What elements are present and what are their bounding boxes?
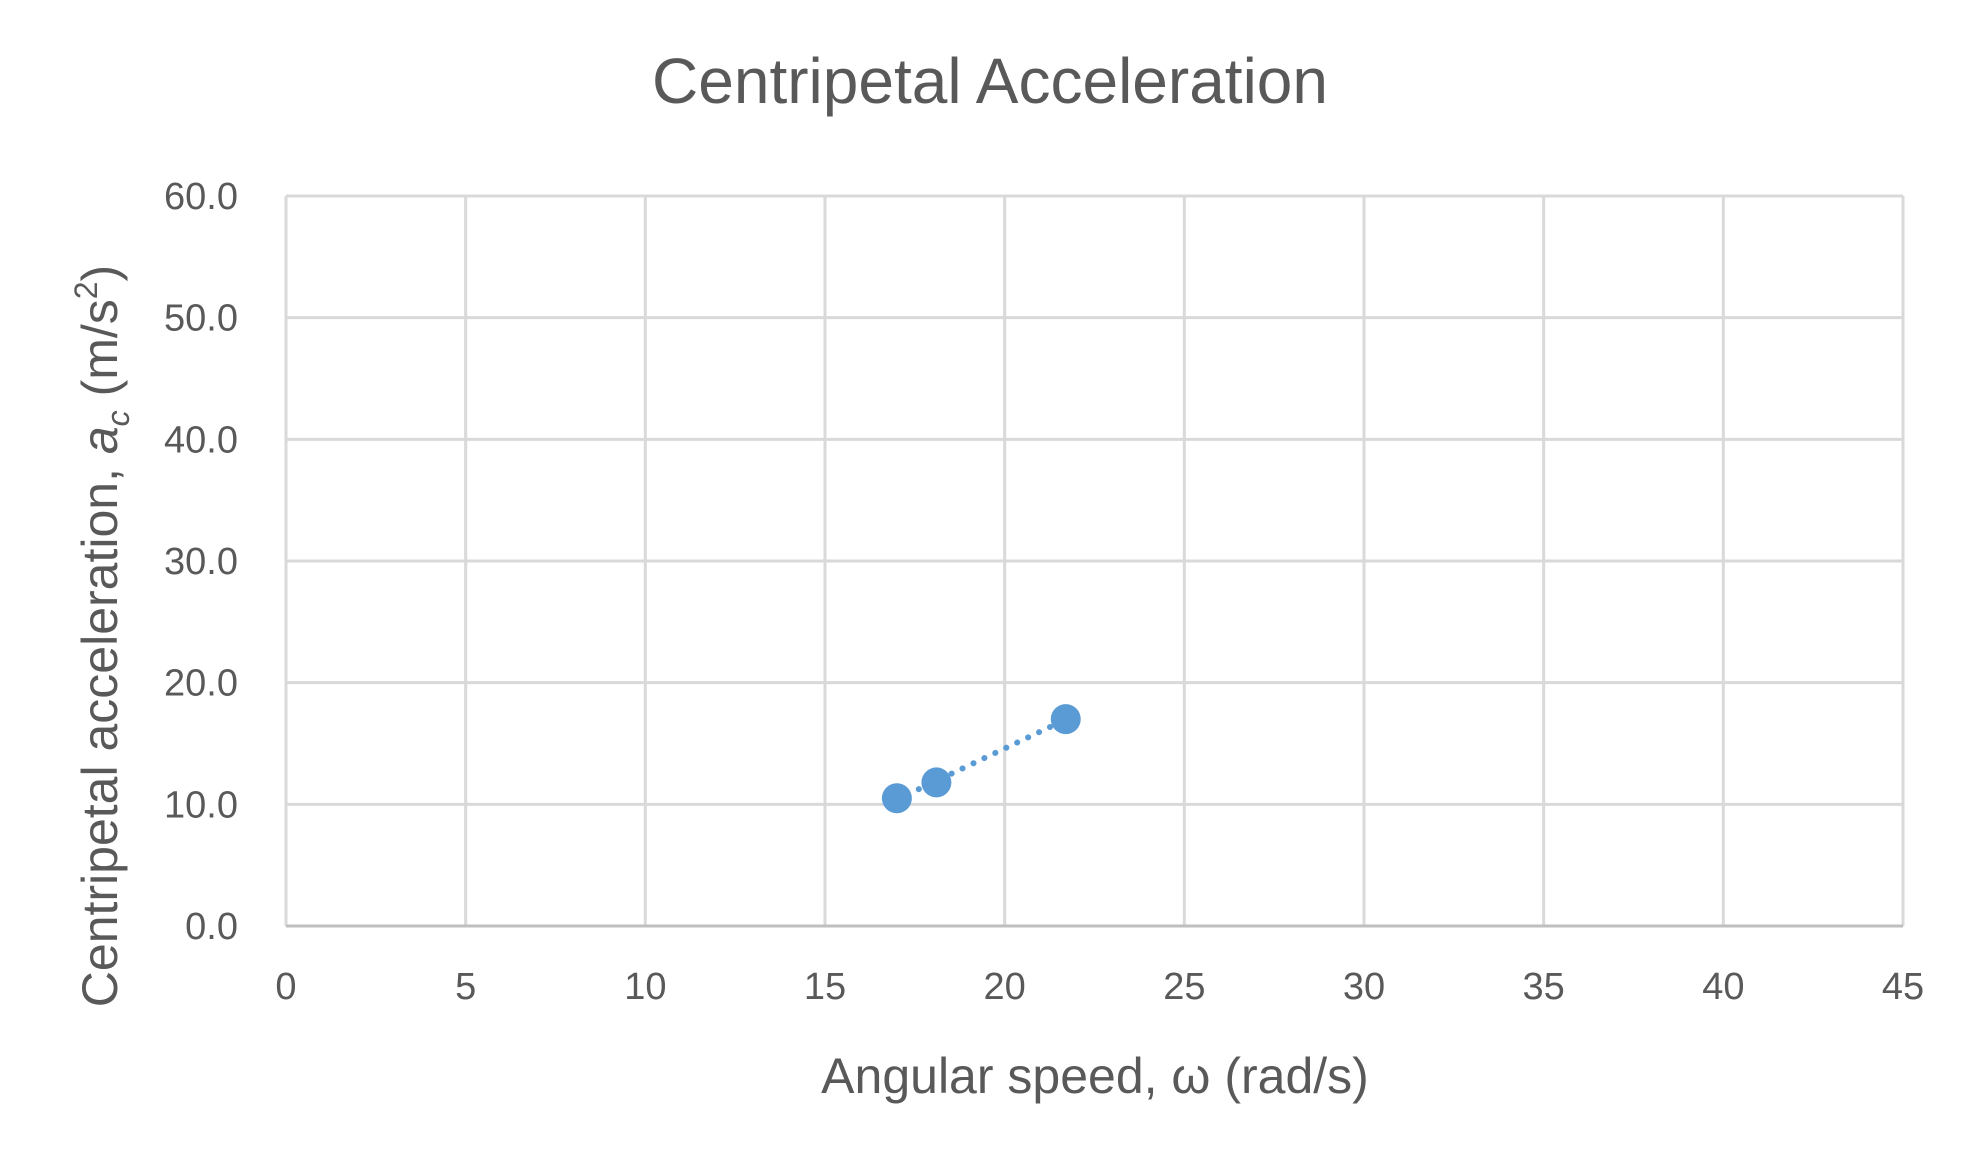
y-axis-label: Centripetal acceleration, ac (m/s2)	[68, 265, 136, 1007]
chart-title: Centripetal Acceleration	[652, 45, 1328, 117]
plot-grid	[284, 194, 1905, 928]
x-tick-label: 20	[984, 966, 1026, 1008]
trendline-layer	[893, 716, 1069, 803]
data-point	[881, 783, 912, 814]
y-tick-label: 30.0	[164, 541, 238, 583]
x-tick-label: 5	[455, 966, 476, 1008]
x-tick-label: 10	[624, 966, 666, 1008]
y-tick-label: 40.0	[164, 419, 238, 461]
y-tick-label: 0.0	[185, 906, 238, 948]
y-tick-label: 10.0	[164, 784, 238, 826]
x-tick-label: 40	[1702, 966, 1744, 1008]
trendline	[893, 716, 1069, 803]
x-tick-label: 25	[1163, 966, 1205, 1008]
y-tick-label: 20.0	[164, 663, 238, 705]
y-axis-label-exponent: 2	[68, 281, 104, 299]
x-axis-label: Angular speed, ω (rad/s)	[821, 1048, 1369, 1104]
x-tick-label: 15	[804, 966, 846, 1008]
x-tick-label: 35	[1523, 966, 1565, 1008]
y-axis-label-unit: (m/s	[72, 299, 128, 410]
x-tick-label: 0	[275, 966, 296, 1008]
y-tick-label: 60.0	[164, 176, 238, 218]
x-axis-tick-labels: 0 5 10 15 20 25 30 35 40 45	[275, 966, 1924, 1008]
y-axis-label-main: Centripetal acceleration,	[72, 454, 128, 1007]
x-tick-label: 45	[1882, 966, 1924, 1008]
y-axis-label-subscript: c	[100, 410, 136, 426]
x-tick-label: 30	[1343, 966, 1385, 1008]
y-axis-label-unit-close: )	[72, 265, 128, 282]
data-point	[1050, 704, 1081, 735]
y-axis-tick-labels: 0.0 10.0 20.0 30.0 40.0 50.0 60.0	[164, 176, 238, 948]
data-points	[881, 704, 1081, 814]
y-tick-label: 50.0	[164, 298, 238, 340]
data-point	[921, 767, 952, 798]
y-axis-label-symbol: a	[72, 426, 128, 454]
